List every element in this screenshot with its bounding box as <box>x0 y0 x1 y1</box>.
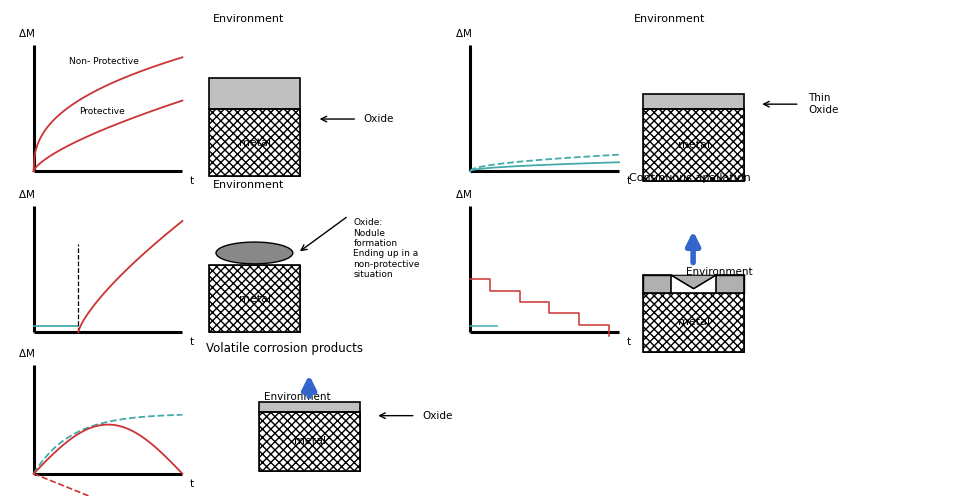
Text: $\Delta$M: $\Delta$M <box>455 27 472 39</box>
Bar <box>643 109 744 181</box>
Bar <box>259 402 360 412</box>
Text: Oxide:
Nodule
formation
Ending up in a
non-protective
situation: Oxide: Nodule formation Ending up in a n… <box>353 218 420 279</box>
Bar <box>209 78 300 109</box>
Bar <box>643 293 744 352</box>
Bar <box>209 265 300 332</box>
Bar <box>209 109 300 176</box>
Text: t: t <box>627 176 631 186</box>
Text: t: t <box>190 479 194 489</box>
Bar <box>259 412 360 471</box>
Bar <box>209 265 300 332</box>
Text: Volatile corrosion products: Volatile corrosion products <box>206 342 364 355</box>
Text: Oxide: Oxide <box>422 411 453 421</box>
Ellipse shape <box>216 242 293 264</box>
Bar <box>209 109 300 176</box>
Text: $\Delta$M: $\Delta$M <box>455 188 472 200</box>
Bar <box>643 293 744 352</box>
Text: $\Delta$M: $\Delta$M <box>18 347 36 359</box>
Text: t: t <box>627 337 631 347</box>
Text: Environment: Environment <box>213 181 284 190</box>
Bar <box>643 109 744 181</box>
Text: Non- Protective: Non- Protective <box>69 58 139 66</box>
Text: $\Delta$M: $\Delta$M <box>18 27 36 39</box>
Text: metal: metal <box>678 317 709 327</box>
Text: metal: metal <box>239 137 271 148</box>
Bar <box>716 275 744 293</box>
Text: t: t <box>190 337 194 347</box>
Text: Environment: Environment <box>634 14 705 24</box>
Text: t: t <box>190 176 194 186</box>
Text: metal: metal <box>239 294 271 304</box>
Text: Protective: Protective <box>79 107 125 116</box>
Text: Environment: Environment <box>686 267 753 277</box>
Text: Continuous apallation: Continuous apallation <box>629 173 751 183</box>
Text: Thin
Oxide: Thin Oxide <box>808 93 839 115</box>
Text: metal: metal <box>294 436 325 446</box>
Text: Oxide: Oxide <box>364 114 395 124</box>
Text: metal: metal <box>678 140 709 150</box>
Polygon shape <box>671 275 716 289</box>
Text: Environment: Environment <box>213 14 284 24</box>
Text: Environment: Environment <box>264 392 330 402</box>
Text: $\Delta$M: $\Delta$M <box>18 188 36 200</box>
Bar <box>643 94 744 109</box>
Bar <box>259 412 360 471</box>
Bar <box>643 275 671 293</box>
